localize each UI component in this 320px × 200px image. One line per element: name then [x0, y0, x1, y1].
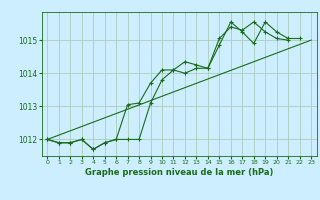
X-axis label: Graphe pression niveau de la mer (hPa): Graphe pression niveau de la mer (hPa) [85, 168, 273, 177]
